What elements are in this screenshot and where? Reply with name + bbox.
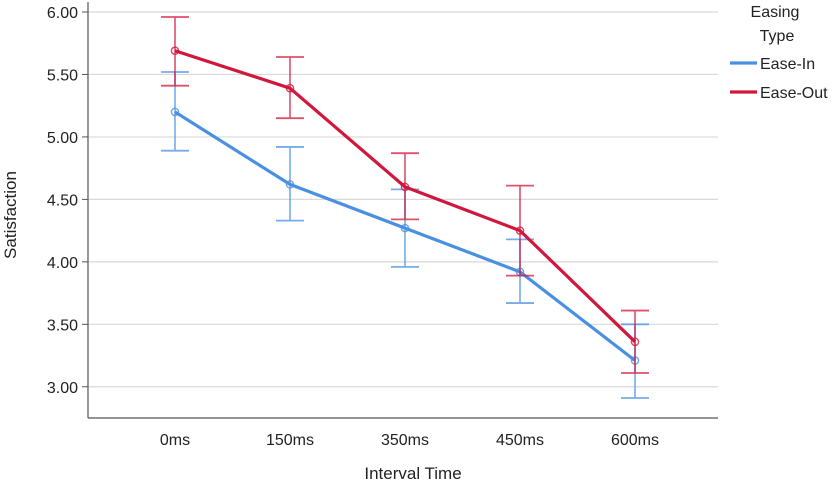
legend-item: Ease-In	[730, 56, 815, 73]
series-ease-out	[161, 16, 649, 374]
x-axis-title: Interval Time	[364, 464, 461, 483]
data-point	[400, 182, 410, 192]
data-point	[515, 226, 525, 235]
legend-item: Ease-Out	[730, 85, 828, 102]
x-tick-label: 0ms	[160, 432, 190, 449]
legend-label: Ease-Out	[760, 85, 828, 102]
y-tick-label: 6.00	[47, 5, 78, 22]
data-point	[400, 223, 410, 233]
data-point	[170, 46, 180, 56]
y-tick-labels: 3.00 3.50 4.00 4.50 5.00 5.50 6.00	[47, 5, 88, 397]
y-tick-label: 5.50	[47, 67, 78, 84]
series-line	[174, 110, 636, 362]
series-group	[161, 16, 649, 399]
grid-lines	[88, 11, 718, 388]
y-tick-label: 3.00	[47, 380, 78, 397]
legend-label: Ease-In	[760, 56, 815, 73]
x-tick-label: 600ms	[611, 432, 659, 449]
legend-title-line2: Type	[760, 28, 795, 45]
data-point	[630, 337, 640, 347]
y-axis-title: Satisfaction	[1, 171, 20, 259]
y-tick-label: 4.50	[47, 192, 78, 209]
legend-items: Ease-In Ease-Out	[730, 56, 828, 102]
legend: Easing Type Ease-In Ease-Out	[730, 4, 828, 102]
x-tick-labels: 0ms 150ms 350ms 450ms 600ms	[160, 432, 659, 449]
data-point	[285, 83, 295, 93]
series-ease-in	[161, 71, 649, 399]
data-point	[285, 180, 295, 189]
data-point	[170, 107, 180, 117]
y-tick-label: 3.50	[47, 317, 78, 334]
y-tick-label: 4.00	[47, 255, 78, 272]
y-tick-label: 5.00	[47, 130, 78, 147]
x-tick-label: 150ms	[266, 432, 314, 449]
x-tick-label: 350ms	[381, 432, 429, 449]
legend-title-line1: Easing	[751, 4, 800, 21]
series-line	[174, 49, 637, 343]
x-tick-label: 450ms	[496, 432, 544, 449]
